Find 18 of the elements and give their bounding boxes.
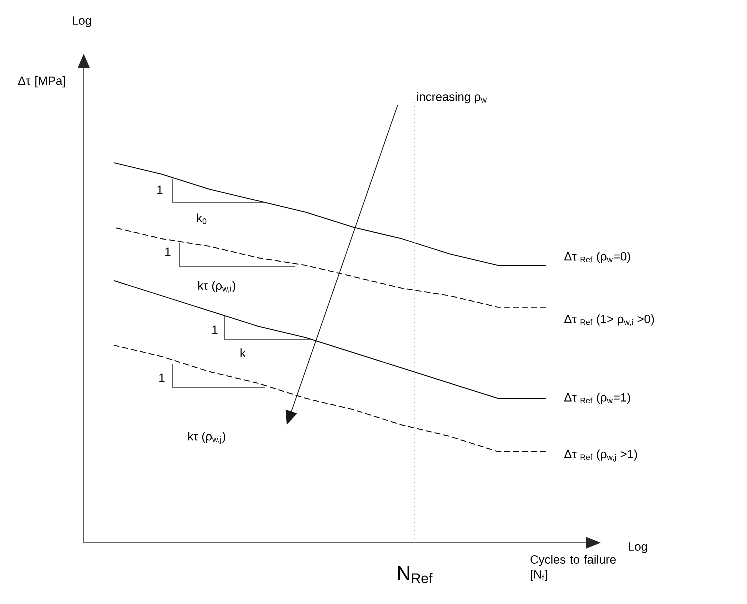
text: Δτ [MPa] [18,76,66,88]
annotation: 1 [166,248,171,256]
series-label: Δτ $_{Ref}$ (ρ$_{w}$=1) [564,393,630,404]
annotation: kτ (ρ$_{w,i}$) [198,281,236,293]
text: Log [629,542,648,554]
annotation: 1 [212,326,218,334]
annotation: k$_{0}$ [197,214,207,224]
series-label: Δτ $_{Ref}$ (ρ$_{w,j}$ >1) [564,450,638,462]
annotation: 1 [158,186,163,194]
series-label: Δτ $_{Ref}$ (ρ$_{w}$=0) [564,252,630,264]
text: Log [73,16,92,28]
annotation: kτ (ρ$_{w,j}$) [188,432,226,444]
x-axis-title: Cycles to failure [N$_{f}$] [530,555,616,582]
annotation: k [240,348,246,358]
text: N$_{Ref}$ [398,566,433,584]
text: increasing ρ$_{w}$ [417,92,487,104]
series-label: Δτ $_{Ref}$ (1> ρ$_{w,i}$ >0) [564,314,654,326]
annotation: 1 [160,374,165,382]
